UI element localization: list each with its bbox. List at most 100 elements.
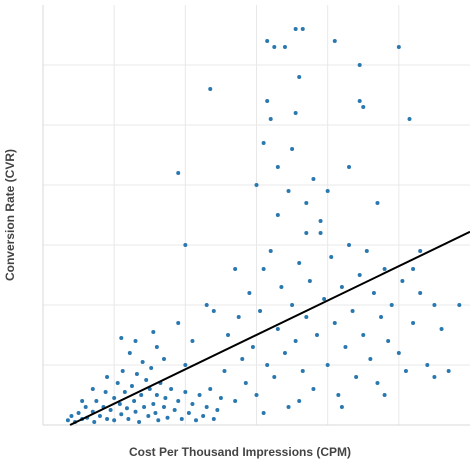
point [425,363,430,367]
point [179,417,184,421]
point [364,249,369,253]
point [290,147,295,151]
point [204,303,209,307]
point [261,141,266,145]
point [261,267,266,271]
point [165,415,170,420]
point [282,351,287,355]
point [293,111,298,115]
point [176,171,181,175]
point [396,351,401,355]
point [300,27,305,31]
point [265,363,270,367]
point [265,99,270,103]
point [268,249,273,253]
point [403,369,408,373]
point [254,183,259,187]
point [318,231,323,235]
point [297,261,302,265]
point [144,378,149,382]
point [446,369,451,373]
point [311,177,316,181]
point [457,303,462,307]
point [343,345,348,349]
point [354,375,359,379]
point [336,393,341,397]
point [134,372,139,376]
point [418,249,423,253]
point [347,165,352,169]
point [169,387,174,391]
x-axis-label: Cost Per Thousand Impressions (CPM) [129,445,351,459]
point [112,396,117,400]
point [119,412,124,417]
point [97,414,102,418]
point [122,390,127,394]
point [396,45,401,49]
point [411,321,416,325]
point [279,285,284,289]
point [103,390,108,394]
point [379,315,384,319]
point [176,321,181,325]
point [94,399,99,403]
point [272,45,277,49]
point [432,303,437,307]
point [282,45,287,49]
point [133,409,138,414]
point [339,405,344,409]
point [190,402,195,406]
point [215,408,220,412]
point [382,393,387,397]
point [375,201,380,205]
point [297,399,302,403]
point [332,39,337,43]
point [163,396,168,400]
point [407,117,412,121]
point [254,393,259,397]
point [347,243,352,247]
point [418,291,423,295]
point [126,417,131,421]
point [300,369,305,373]
point [236,315,241,319]
y-axis-label: Conversion Rate (CVR) [3,149,17,281]
point [439,327,444,331]
point [329,255,334,259]
point [304,231,309,235]
point [151,402,156,406]
point [322,297,327,301]
point [142,405,147,409]
point [304,315,309,319]
point [153,411,158,415]
point [222,369,227,373]
point [293,27,298,31]
point [140,360,145,364]
point [272,375,277,379]
point [226,333,231,337]
point [115,381,120,385]
point [117,402,122,406]
point [386,339,391,343]
point [139,393,144,397]
point [368,357,373,361]
point [311,387,316,391]
point [233,267,238,271]
point [211,417,216,421]
point [247,291,252,295]
point [129,384,134,388]
point [275,165,280,169]
point [151,330,156,334]
point [201,414,206,418]
point [204,405,209,409]
point [286,189,291,193]
point [382,267,387,271]
point [133,339,138,343]
point [83,405,88,409]
point [286,405,291,409]
point [120,369,125,373]
point [293,339,298,343]
point [375,381,380,385]
point [119,336,124,340]
